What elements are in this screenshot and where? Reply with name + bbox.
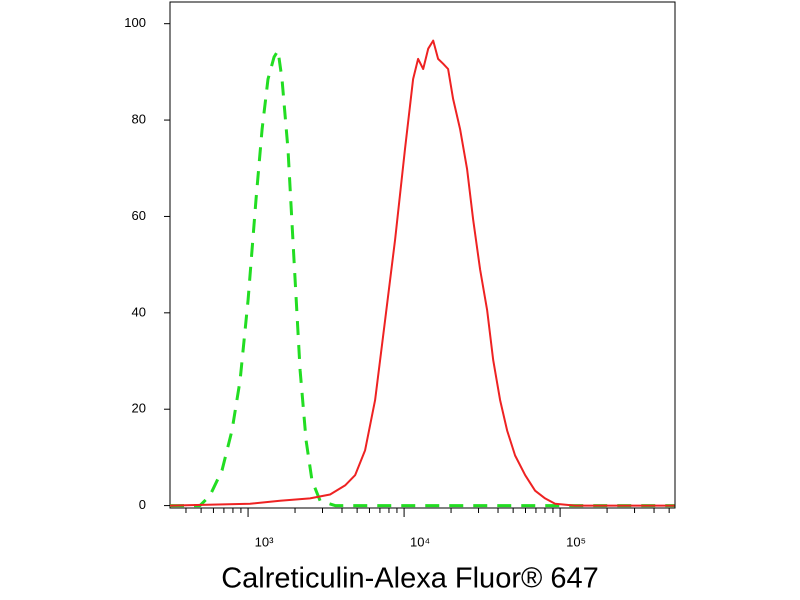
series-line (170, 49, 675, 508)
plot-frame (169, 1, 676, 509)
y-tick-label: 20 (132, 401, 146, 416)
y-tick-label: 100 (124, 15, 146, 30)
x-tick-label: 10³ (255, 534, 274, 549)
y-tick-label: 40 (132, 304, 146, 319)
y-tick-label: 60 (132, 208, 146, 223)
x-axis-label: Calreticulin-Alexa Fluor® 647 (221, 563, 599, 595)
y-tick-label: 0 (139, 497, 146, 512)
series-line (169, 39, 675, 507)
y-tick-label: 80 (132, 112, 146, 127)
x-tick-label: 10⁴ (410, 534, 430, 549)
x-tick-label: 10⁵ (566, 534, 586, 549)
